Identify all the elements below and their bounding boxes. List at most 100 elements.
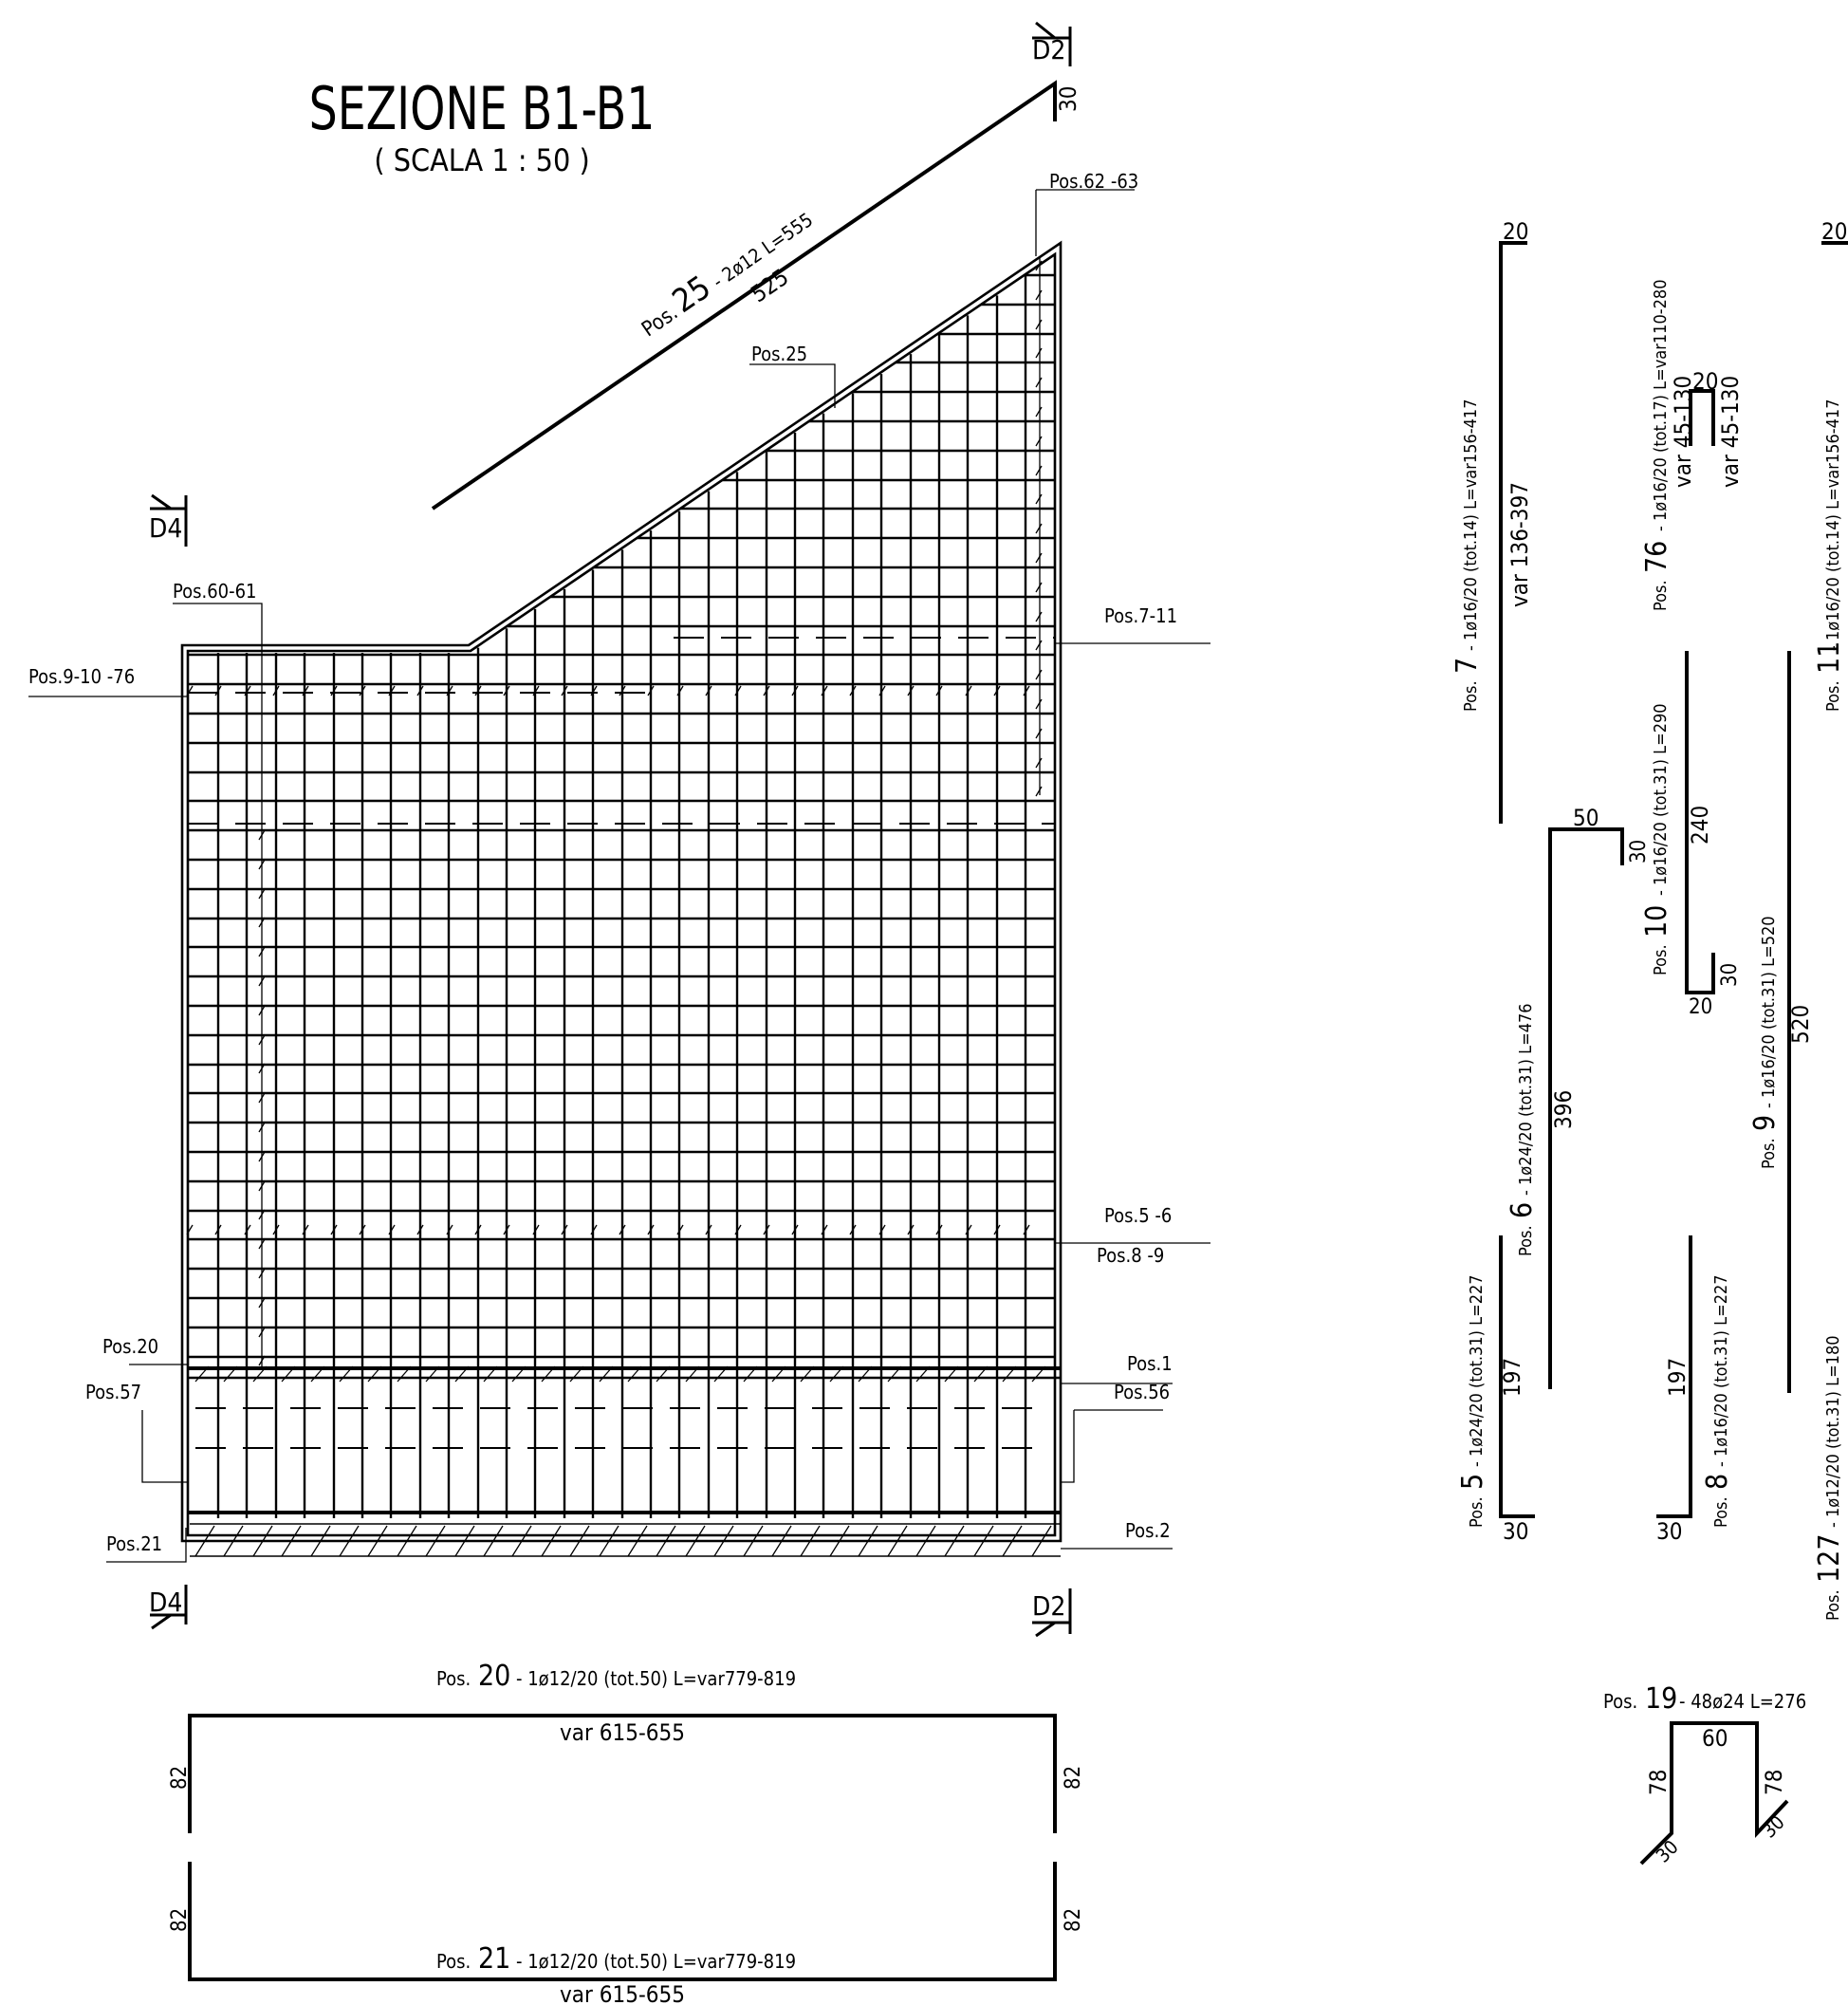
- section-mark-d2-bottom: D2: [1032, 1588, 1072, 1638]
- bar-top: 20: [1692, 368, 1718, 395]
- pos62-63-tick: [1035, 728, 1043, 739]
- stirrup-tick: [993, 685, 1001, 696]
- pos62-63-tick: [1035, 640, 1043, 651]
- drawing-scale: ( SCALA 1 : 50 ): [374, 142, 589, 178]
- stirrup-tick: [446, 685, 453, 696]
- hatch: [685, 1525, 706, 1557]
- bar-spec: - 1ø12/20 (tot.50) L=var779-819: [516, 1950, 796, 1973]
- stirrup-tick: [186, 685, 194, 696]
- label-pos1: Pos.1: [1127, 1352, 1173, 1375]
- bar-leg-left: var 45-130: [1670, 376, 1696, 488]
- pos62-63-tick: [1035, 260, 1043, 271]
- bar-leg-right: 78: [1761, 1770, 1787, 1795]
- label-pos5-6: Pos.5 -6: [1104, 1204, 1172, 1227]
- label-pos62-63: Pos.62 -63: [1049, 170, 1138, 193]
- stirrup-tick: [734, 685, 742, 696]
- bar-number: 7: [1451, 658, 1484, 674]
- hatch: [397, 1525, 417, 1557]
- stirrup-tick: [965, 1224, 972, 1235]
- bar-spec: - 48ø24 L=276: [1679, 1690, 1806, 1713]
- bar-top: 50: [1573, 805, 1599, 831]
- bar-number: 8: [1701, 1474, 1734, 1490]
- stirrup-tick: [214, 685, 222, 696]
- pos62-63-tick: [1035, 465, 1043, 476]
- bar-hook: 30: [1627, 840, 1651, 863]
- stirrup-tick: [878, 685, 886, 696]
- leader-lines: [28, 189, 1210, 1563]
- stirrup-tick: [532, 685, 540, 696]
- stirrup-tick: [561, 1224, 568, 1235]
- stirrup-tick: [791, 1224, 799, 1235]
- bar-number: 21: [478, 1942, 510, 1976]
- pos62-63-tick: [1035, 582, 1043, 593]
- bar-spec: - 1ø12/20 (tot.31) L=180: [1823, 1335, 1843, 1528]
- bar-spec: - 1ø16/20 (tot.14) L=var156-417: [1823, 399, 1843, 651]
- bar-length: 240: [1687, 806, 1713, 845]
- bar-leg-right: var 45-130: [1717, 376, 1744, 488]
- bar-pos21: Pos. 21 - 1ø12/20 (tot.50) L=var779-819 …: [168, 1862, 1085, 2005]
- hatch: [944, 1525, 965, 1557]
- stirrup-tick: [619, 685, 626, 696]
- hatch: [656, 1525, 676, 1557]
- bar-pos20: Pos. 20 - 1ø12/20 (tot.50) L=var779-819 …: [168, 1660, 1085, 1833]
- hatch: [454, 1525, 475, 1557]
- section-mark-d4-left-top: D4: [149, 493, 188, 547]
- pos62-63-tick: [1035, 757, 1043, 769]
- bar-pos6: 50 30 396 Pos. 6 - 1ø24/20 (tot.31) L=47…: [1506, 805, 1651, 1389]
- label-pos60-61: Pos.60-61: [173, 580, 257, 603]
- bar-foot: 30: [1656, 1518, 1682, 1545]
- stirrup-tick: [878, 1224, 886, 1235]
- stirrup-tick: [590, 685, 598, 696]
- stirrup-tick: [705, 685, 712, 696]
- label-pos25: Pos.25: [751, 343, 807, 365]
- stirrup-tick: [821, 1224, 828, 1235]
- hatch: [973, 1525, 994, 1557]
- stirrup-tick: [446, 1224, 453, 1235]
- bar-prefix: Pos.: [1461, 680, 1481, 712]
- label-pos56: Pos.56: [1114, 1381, 1170, 1403]
- hatch: [599, 1525, 619, 1557]
- bar-length: 197: [1664, 1358, 1691, 1397]
- pos62-63-tick: [1035, 611, 1043, 622]
- stirrup-tick: [676, 1224, 684, 1235]
- stirrup-tick: [532, 1224, 540, 1235]
- hatch: [743, 1525, 764, 1557]
- hatch: [511, 1525, 532, 1557]
- stirrup-tick: [935, 1224, 943, 1235]
- bar-prefix: Pos.: [1467, 1496, 1487, 1528]
- bar-spec: - 1ø16/20 (tot.31) L=520: [1759, 916, 1779, 1108]
- bar-pos7: 20 var 136-397 Pos. 7 - 1ø16/20 (tot.14)…: [1451, 218, 1533, 824]
- hatch: [829, 1525, 850, 1557]
- bar-number: 127: [1813, 1533, 1846, 1583]
- bar-hook: 30: [1718, 963, 1742, 987]
- stirrup-tick: [503, 1224, 510, 1235]
- section-mark-label: D4: [149, 1587, 182, 1618]
- stirrup-tick: [1023, 1224, 1030, 1235]
- stirrup-tick: [763, 685, 770, 696]
- bar-pos9: 520 Pos. 9 - 1ø16/20 (tot.31) L=520: [1748, 651, 1814, 1393]
- pos62-63-tick: [1035, 493, 1043, 505]
- pos25-prefix: Pos.: [638, 301, 682, 342]
- bar-leg-right: 82: [1062, 1908, 1085, 1932]
- hatch: [887, 1525, 908, 1557]
- stirrup-tick: [302, 1224, 309, 1235]
- bar-spec: - 1ø24/20 (tot.31) L=227: [1467, 1274, 1487, 1467]
- bar-pos11: 20 Pos. 11 - 1ø16/20 (tot.14) L=var156-4…: [1813, 218, 1848, 712]
- bar-number: 20: [478, 1660, 510, 1693]
- hatch: [252, 1525, 273, 1557]
- pos62-63-tick: [1035, 347, 1043, 359]
- stirrup-tick: [849, 685, 857, 696]
- bar-prefix: Pos.: [436, 1667, 471, 1690]
- bar-prefix: Pos.: [1651, 944, 1671, 975]
- stirrup-tick: [474, 685, 482, 696]
- stirrup-tick: [763, 1224, 770, 1235]
- bottom-mat: [188, 1366, 1061, 1557]
- stirrup-tick: [474, 1224, 482, 1235]
- bar-number: 76: [1640, 541, 1673, 573]
- stirrup-tick: [244, 685, 251, 696]
- label-pos21: Pos.21: [106, 1532, 162, 1555]
- hatch: [915, 1525, 936, 1557]
- bar-number: 19: [1645, 1682, 1677, 1716]
- bar-length: 520: [1787, 1005, 1814, 1044]
